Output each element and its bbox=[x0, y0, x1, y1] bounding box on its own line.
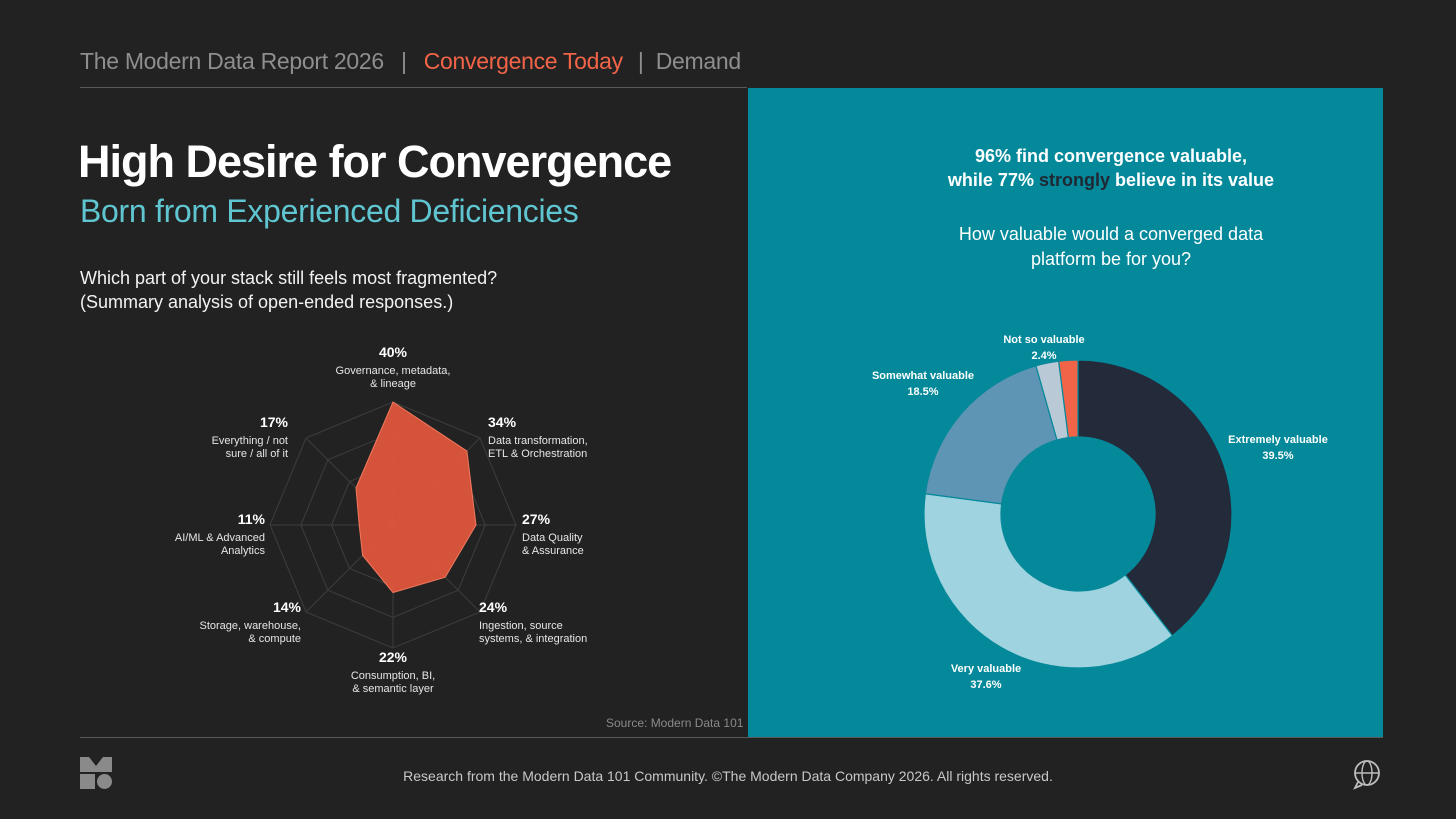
radar-category-label: Consumption, BI, bbox=[351, 670, 435, 682]
radar-category-label: AI/ML & Advanced bbox=[175, 532, 265, 544]
footer-divider-line bbox=[80, 737, 1383, 738]
radar-category-label: & Assurance bbox=[522, 545, 584, 557]
radar-value-label: 17% bbox=[260, 414, 289, 430]
donut-slice-label: Extremely valuable bbox=[1228, 434, 1328, 446]
radar-category-label: Ingestion, source bbox=[479, 620, 563, 632]
radar-value-label: 34% bbox=[488, 414, 517, 430]
panel-headline: 96% find convergence valuable, while 77%… bbox=[748, 144, 1456, 192]
question-line: Which part of your stack still feels mos… bbox=[80, 268, 498, 288]
panel-question: How valuable would a converged data plat… bbox=[748, 222, 1456, 272]
donut-slice-label: Not so valuable bbox=[1003, 334, 1084, 346]
report-name: The Modern Data Report 2026 bbox=[80, 48, 384, 74]
headline-text: while 77% bbox=[947, 170, 1039, 190]
donut-slice bbox=[923, 493, 1174, 669]
globe-chat-icon bbox=[1353, 760, 1380, 790]
header-divider: | bbox=[400, 48, 407, 74]
subsection-name: Demand bbox=[655, 48, 741, 74]
radar-category-label: & semantic layer bbox=[352, 683, 434, 695]
radar-category-label: Storage, warehouse, bbox=[199, 620, 301, 632]
radar-category-label: Data Quality bbox=[522, 532, 583, 544]
section-name: Convergence Today bbox=[423, 48, 623, 74]
radar-category-label: sure / all of it bbox=[226, 448, 288, 460]
modern-data-logo bbox=[80, 757, 112, 789]
radar-value-label: 24% bbox=[479, 599, 508, 615]
donut-chart: Extremely valuable 39.5% Very valuable 37.6… bbox=[872, 334, 1328, 691]
radar-category-label: Data transformation, bbox=[488, 435, 588, 447]
radar-category-label: Governance, metadata, bbox=[336, 365, 451, 377]
radar-category-label: ETL & Orchestration bbox=[488, 448, 587, 460]
radar-value-label: 22% bbox=[379, 649, 408, 665]
radar-value-label: 27% bbox=[522, 511, 551, 527]
donut-slice-label: Somewhat valuable bbox=[872, 370, 974, 382]
headline-line: 96% find convergence valuable, bbox=[974, 146, 1248, 166]
header-divider-line bbox=[80, 87, 747, 88]
donut-slice-value: 37.6% bbox=[970, 679, 1001, 691]
radar-category-label: & compute bbox=[248, 633, 301, 645]
radar-chart: 40% Governance, metadata,& lineage 34% Data… bbox=[175, 344, 588, 695]
question-note: (Summary analysis of open-ended response… bbox=[80, 292, 454, 312]
source-note: Source: Modern Data 101 bbox=[606, 716, 744, 730]
survey-question: Which part of your stack still feels mos… bbox=[80, 266, 497, 314]
radar-value-label: 14% bbox=[273, 599, 302, 615]
panel-question-line: How valuable would a converged data bbox=[958, 224, 1264, 244]
radar-area bbox=[355, 401, 477, 594]
radar-category-label: Analytics bbox=[221, 545, 266, 557]
donut-slice bbox=[924, 365, 1058, 505]
headline-line: while 77% strongly believe in its value bbox=[748, 168, 1456, 192]
radar-value-label: 11% bbox=[238, 511, 266, 527]
radar-category-label: systems, & integration bbox=[479, 633, 587, 645]
page-title: High Desire for Convergence bbox=[78, 136, 672, 187]
donut-slice bbox=[1058, 359, 1079, 439]
donut-slice-value: 39.5% bbox=[1262, 450, 1293, 462]
page-subtitle: Born from Experienced Deficiencies bbox=[80, 193, 579, 229]
donut-slice-value: 2.4% bbox=[1031, 350, 1056, 362]
report-header: The Modern Data Report 2026 | Convergenc… bbox=[80, 48, 741, 75]
header-divider: | bbox=[637, 48, 644, 74]
radar-category-label: Everything / not bbox=[212, 435, 288, 447]
panel-question-line: platform be for you? bbox=[1030, 249, 1192, 269]
radar-category-label: & lineage bbox=[370, 378, 416, 390]
copyright-footer: Research from the Modern Data 101 Commun… bbox=[403, 768, 1053, 784]
donut-slice-value: 18.5% bbox=[907, 386, 938, 398]
donut-slice-label: Very valuable bbox=[951, 663, 1021, 675]
headline-emphasis: strongly bbox=[1038, 170, 1110, 190]
radar-value-label: 40% bbox=[379, 344, 408, 360]
donut-slice bbox=[1077, 359, 1233, 637]
headline-text: believe in its value bbox=[1109, 170, 1275, 190]
